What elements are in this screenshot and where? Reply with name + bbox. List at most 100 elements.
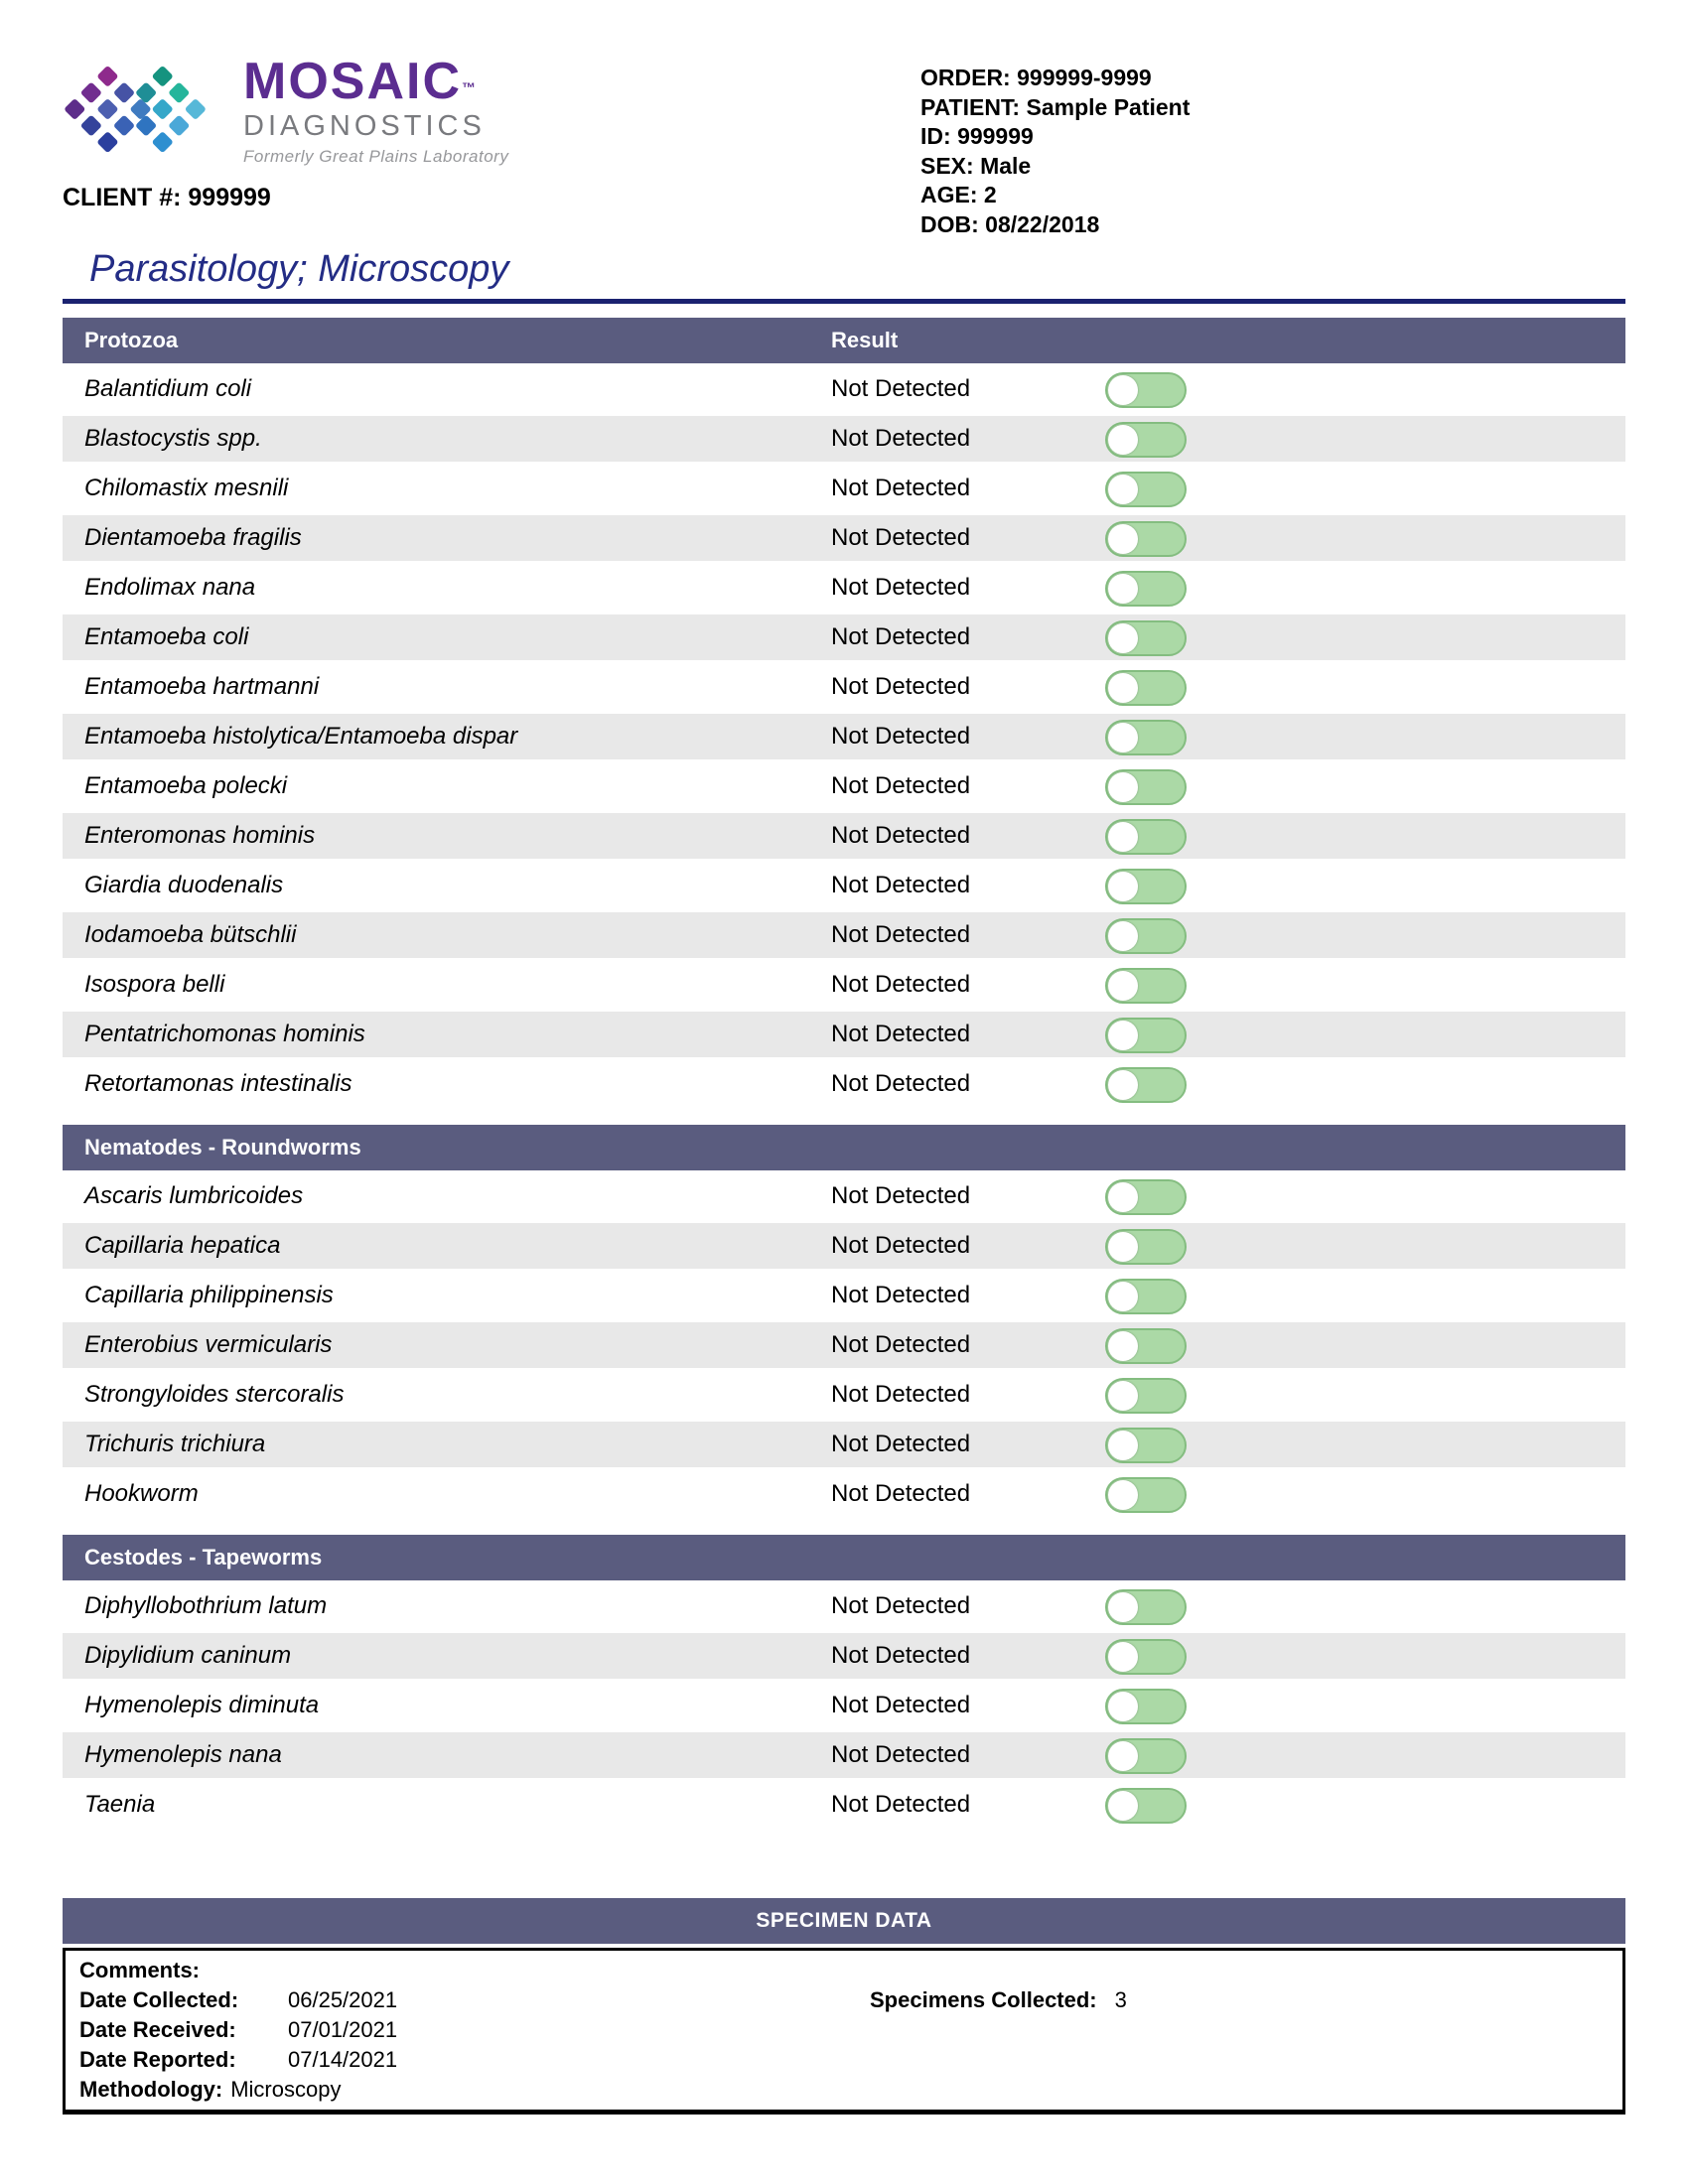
table-row: Trichuris trichiura Not Detected [63, 1422, 1625, 1471]
organism-name: Giardia duodenalis [84, 872, 284, 898]
result-toggle-switch[interactable] [1105, 521, 1187, 557]
specimen-data-header: SPECIMEN DATA [63, 1898, 1625, 1944]
client-number: CLIENT #: 999999 [63, 184, 271, 211]
toggle-knob-icon [1108, 772, 1138, 802]
result-value: Not Detected [831, 1070, 971, 1097]
result-toggle-switch[interactable] [1105, 1279, 1187, 1314]
field-label: DOB: [920, 210, 979, 237]
result-toggle-switch[interactable] [1105, 1477, 1187, 1513]
table-row: Giardia duodenalis Not Detected [63, 863, 1625, 912]
result-toggle-switch[interactable] [1105, 769, 1187, 805]
result-value: Not Detected [831, 425, 971, 452]
result-toggle-switch[interactable] [1105, 968, 1187, 1004]
result-toggle-switch[interactable] [1105, 1378, 1187, 1414]
patient-info-line: PATIENT: Sample Patient [920, 93, 1190, 123]
organism-name: Iodamoeba bütschlii [84, 921, 297, 948]
patient-info-line: DOB: 08/22/2018 [920, 210, 1190, 240]
field-label: Methodology: [79, 2077, 223, 2102]
result-toggle-switch[interactable] [1105, 571, 1187, 607]
result-toggle-switch[interactable] [1105, 869, 1187, 904]
result-value: Not Detected [831, 1381, 971, 1408]
section-header: Nematodes - Roundworms [63, 1125, 1625, 1170]
result-toggle-switch[interactable] [1105, 1589, 1187, 1625]
result-value: Not Detected [831, 971, 971, 998]
organism-name: Capillaria hepatica [84, 1232, 281, 1259]
result-value: Not Detected [831, 772, 971, 799]
table-row: Capillaria philippinensis Not Detected [63, 1273, 1625, 1322]
table-row: Enteromonas hominis Not Detected [63, 813, 1625, 863]
trademark-symbol: ™ [462, 79, 478, 95]
toggle-knob-icon [1108, 1592, 1138, 1622]
toggle-knob-icon [1108, 723, 1138, 752]
toggle-knob-icon [1108, 1791, 1138, 1821]
organism-name: Enterobius vermicularis [84, 1331, 333, 1358]
organism-name: Trichuris trichiura [84, 1431, 266, 1457]
toggle-knob-icon [1108, 822, 1138, 852]
result-toggle-switch[interactable] [1105, 1229, 1187, 1265]
result-value: Not Detected [831, 1182, 971, 1209]
organism-name: Hymenolepis nana [84, 1741, 282, 1768]
field-value: Sample Patient [1026, 93, 1191, 120]
table-row: Entamoeba histolytica/Entamoeba dispar No… [63, 714, 1625, 763]
table-row: Isospora belli Not Detected [63, 962, 1625, 1012]
table-row: Entamoeba hartmanni Not Detected [63, 664, 1625, 714]
field-value: 2 [983, 182, 997, 207]
result-toggle-switch[interactable] [1105, 422, 1187, 458]
result-toggle-switch[interactable] [1105, 1428, 1187, 1463]
section-title: Protozoa [84, 328, 179, 352]
toggle-knob-icon [1108, 1692, 1138, 1721]
result-toggle-switch[interactable] [1105, 1689, 1187, 1724]
result-value: Not Detected [831, 1480, 971, 1507]
result-value: Not Detected [831, 375, 971, 402]
table-row: Hymenolepis diminuta Not Detected [63, 1683, 1625, 1732]
toggle-knob-icon [1108, 1331, 1138, 1361]
result-value: Not Detected [831, 723, 971, 750]
comments-line: Comments: [79, 1958, 201, 1982]
result-toggle-switch[interactable] [1105, 472, 1187, 507]
section-title: Cestodes - Tapeworms [84, 1545, 323, 1570]
toggle-knob-icon [1108, 375, 1138, 405]
toggle-knob-icon [1108, 623, 1138, 653]
result-toggle-switch[interactable] [1105, 1067, 1187, 1103]
organism-name: Hookworm [84, 1480, 199, 1507]
toggle-knob-icon [1108, 475, 1138, 504]
result-toggle-switch[interactable] [1105, 1639, 1187, 1675]
result-section: Cestodes - Tapeworms Diphyllobothrium lat… [63, 1535, 1625, 1832]
organism-name: Capillaria philippinensis [84, 1282, 334, 1308]
organism-name: Retortamonas intestinalis [84, 1070, 352, 1097]
specimen-data-box: Comments: Date Collected: 06/25/2021 Date … [63, 1948, 1625, 2115]
result-toggle-switch[interactable] [1105, 1788, 1187, 1824]
result-toggle-switch[interactable] [1105, 1179, 1187, 1215]
field-value: 07/14/2021 [288, 2047, 398, 2072]
result-toggle-switch[interactable] [1105, 620, 1187, 656]
patient-info-line: ID: 999999 [920, 122, 1190, 152]
result-toggle-switch[interactable] [1105, 1738, 1187, 1774]
toggle-knob-icon [1108, 1282, 1138, 1311]
result-toggle-switch[interactable] [1105, 819, 1187, 855]
table-row: Pentatrichomonas hominis Not Detected [63, 1012, 1625, 1061]
organism-name: Dientamoeba fragilis [84, 524, 302, 551]
toggle-knob-icon [1108, 872, 1138, 901]
table-row: Capillaria hepatica Not Detected [63, 1223, 1625, 1273]
result-toggle-switch[interactable] [1105, 1018, 1187, 1053]
table-row: Ascaris lumbricoides Not Detected [63, 1173, 1625, 1223]
result-toggle-switch[interactable] [1105, 372, 1187, 408]
organism-name: Entamoeba polecki [84, 772, 288, 799]
result-toggle-switch[interactable] [1105, 670, 1187, 706]
organism-name: Strongyloides stercoralis [84, 1381, 345, 1408]
specimen-field-line: Date Reported: 07/14/2021 [79, 2045, 1609, 2075]
organism-name: Diphyllobothrium latum [84, 1592, 328, 1619]
result-toggle-switch[interactable] [1105, 1328, 1187, 1364]
mosaic-logo-icon [65, 66, 206, 153]
toggle-knob-icon [1108, 1741, 1138, 1771]
page-title: Parasitology; Microscopy [89, 248, 509, 290]
result-toggle-switch[interactable] [1105, 720, 1187, 755]
section-header: Cestodes - Tapeworms [63, 1535, 1625, 1580]
result-value: Not Detected [831, 1741, 971, 1768]
toggle-knob-icon [1108, 673, 1138, 703]
result-toggle-switch[interactable] [1105, 918, 1187, 954]
specimen-fields: Date Collected: 06/25/2021 Date Received: 0… [79, 1985, 1609, 2105]
organism-name: Taenia [84, 1791, 156, 1818]
organism-name: Entamoeba coli [84, 623, 249, 650]
organism-name: Blastocystis spp. [84, 425, 262, 452]
